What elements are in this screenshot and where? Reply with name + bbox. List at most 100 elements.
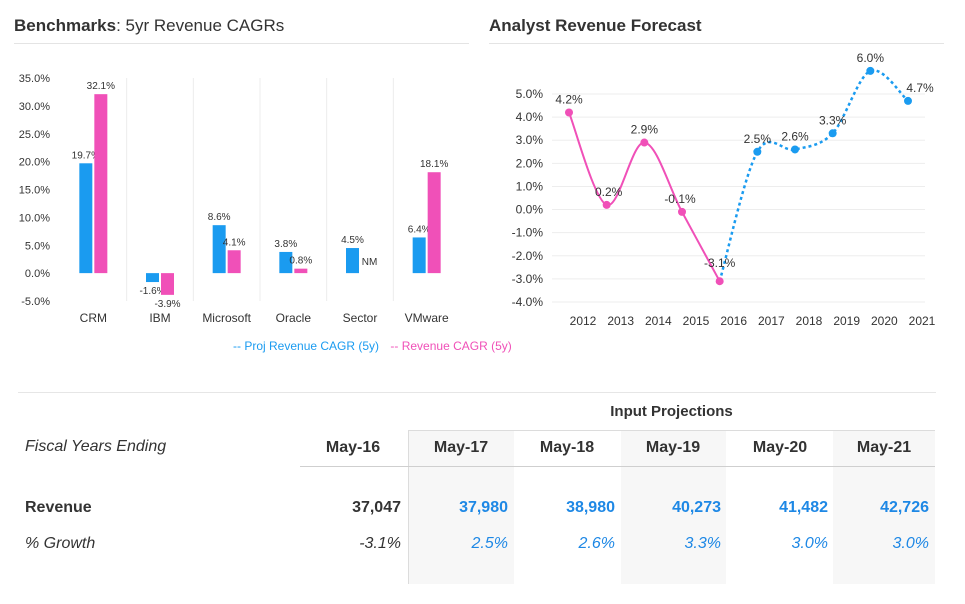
x-tick-label: 2012 — [570, 314, 597, 328]
bar — [427, 172, 441, 274]
bar-data-label: 3.8% — [274, 239, 297, 250]
revenue-cell[interactable]: 41,482 — [779, 499, 828, 516]
projection-col-bg-1 — [409, 431, 514, 584]
legend-proj[interactable]: -- Proj Revenue CAGR (5y) — [233, 339, 380, 353]
point-data-label: 4.7% — [906, 81, 934, 95]
y-tick-label: 0.0% — [516, 203, 544, 217]
forecast-title-rule — [489, 43, 944, 44]
forecast-point — [791, 145, 799, 154]
x-tick-label: 2018 — [796, 314, 823, 328]
growth-label: % Growth — [25, 535, 96, 552]
bar — [146, 273, 159, 283]
benchmarks-title: Benchmarks: 5yr Revenue CAGRs — [14, 16, 285, 35]
point-data-label: -0.1% — [664, 192, 696, 206]
bar — [412, 237, 426, 274]
x-tick-label: 2021 — [909, 314, 936, 328]
x-tick-label: 2013 — [607, 314, 634, 328]
point-data-label: -3.1% — [704, 256, 736, 270]
bar-data-label: 6.4% — [408, 224, 431, 235]
benchmarks-title-rule — [14, 43, 469, 44]
input-projections-header: Input Projections — [610, 403, 733, 420]
bar-data-label: -1.6% — [139, 286, 165, 297]
point-data-label: 6.0% — [857, 51, 885, 65]
y-tick-label: 35.0% — [19, 73, 50, 85]
bar-data-label: NM — [362, 257, 378, 268]
year-header: May-16 — [325, 439, 381, 456]
revenue-cell[interactable]: 37,980 — [459, 499, 508, 516]
y-tick-label: 2.0% — [516, 156, 544, 170]
point-data-label: 2.6% — [781, 129, 809, 143]
growth-cell: -3.1% — [359, 535, 401, 552]
bar — [346, 248, 359, 274]
point-data-label: 4.2% — [555, 92, 583, 106]
y-tick-label: -1.0% — [512, 226, 544, 240]
forecast-title: Analyst Revenue Forecast — [489, 16, 702, 35]
x-tick-label: 2020 — [871, 314, 898, 328]
bar — [94, 94, 108, 274]
year-header: May-18 — [539, 439, 595, 456]
y-tick-label: 25.0% — [19, 129, 50, 141]
fiscal-years-label: Fiscal Years Ending — [25, 438, 167, 455]
forecast-point — [753, 147, 762, 156]
x-tick-label: 2014 — [645, 314, 672, 328]
point-data-label: 2.5% — [744, 132, 772, 146]
bar-data-label: 4.1% — [223, 237, 246, 248]
bar — [294, 268, 308, 274]
forecast-point — [904, 96, 912, 105]
projection-col-bg-3 — [621, 431, 726, 584]
y-tick-label: 20.0% — [19, 157, 50, 169]
projection-left-border — [408, 430, 409, 584]
category-label: IBM — [149, 311, 170, 325]
y-tick-label: 0.0% — [25, 268, 50, 280]
projection-col-bg-5 — [833, 431, 935, 584]
y-tick-label: 10.0% — [19, 212, 50, 224]
bar — [212, 225, 226, 274]
point-data-label: 0.2% — [595, 185, 623, 199]
year-header: May-17 — [433, 439, 489, 456]
y-tick-label: 5.0% — [516, 87, 544, 101]
growth-cell[interactable]: 3.3% — [684, 535, 721, 552]
year-header: May-20 — [752, 439, 808, 456]
revenue-cell: 37,047 — [352, 499, 401, 516]
actual-point — [640, 138, 649, 147]
y-tick-label: 4.0% — [516, 110, 544, 124]
bar — [227, 250, 241, 274]
bar — [279, 251, 293, 274]
year-header: May-19 — [645, 439, 701, 456]
growth-cell[interactable]: 3.0% — [791, 535, 828, 552]
bar-data-label: 32.1% — [87, 81, 115, 92]
category-label: Oracle — [276, 311, 312, 325]
category-label: CRM — [80, 311, 107, 325]
x-tick-label: 2015 — [683, 314, 710, 328]
revenue-cell[interactable]: 42,726 — [880, 499, 929, 516]
year-header: May-21 — [856, 439, 912, 456]
forecast-line-chart: 5.0% 4.0% 3.0% 2.0% 1.0% 0.0% -1.0% -2.0% -3.0% -… — [512, 51, 936, 328]
x-tick-label: 2019 — [833, 314, 860, 328]
bar-data-label: 8.6% — [208, 212, 231, 223]
point-data-label: 2.9% — [631, 123, 659, 137]
growth-cell[interactable]: 2.6% — [578, 535, 615, 552]
benchmarks-bar-chart: 35.0% 30.0% 25.0% 20.0% 15.0% 10.0% 5.0% 0.0% -5… — [19, 73, 449, 325]
actual-point — [602, 200, 611, 209]
growth-cell[interactable]: 3.0% — [892, 535, 929, 552]
header-underline — [300, 466, 935, 467]
actual-point — [678, 207, 686, 216]
growth-cell[interactable]: 2.5% — [471, 535, 508, 552]
bar-data-label: -3.9% — [154, 299, 180, 310]
y-tick-label: 30.0% — [19, 101, 50, 113]
forecast-point — [828, 129, 837, 138]
y-tick-label: 1.0% — [516, 179, 544, 193]
bar-data-label: 0.8% — [289, 256, 312, 267]
y-tick-label: 3.0% — [516, 133, 544, 147]
projection-top-border — [408, 430, 935, 431]
actual-point — [715, 277, 724, 286]
category-label: Microsoft — [202, 311, 251, 325]
actual-point — [565, 108, 573, 117]
revenue-cell[interactable]: 38,980 — [566, 499, 615, 516]
legend-rev[interactable]: -- Revenue CAGR (5y) — [390, 339, 512, 353]
point-data-label: 3.3% — [819, 113, 847, 127]
y-tick-label: -3.0% — [512, 272, 544, 286]
revenue-cell[interactable]: 40,273 — [672, 499, 721, 516]
bar-data-label: 4.5% — [341, 235, 364, 246]
x-tick-label: 2017 — [758, 314, 785, 328]
